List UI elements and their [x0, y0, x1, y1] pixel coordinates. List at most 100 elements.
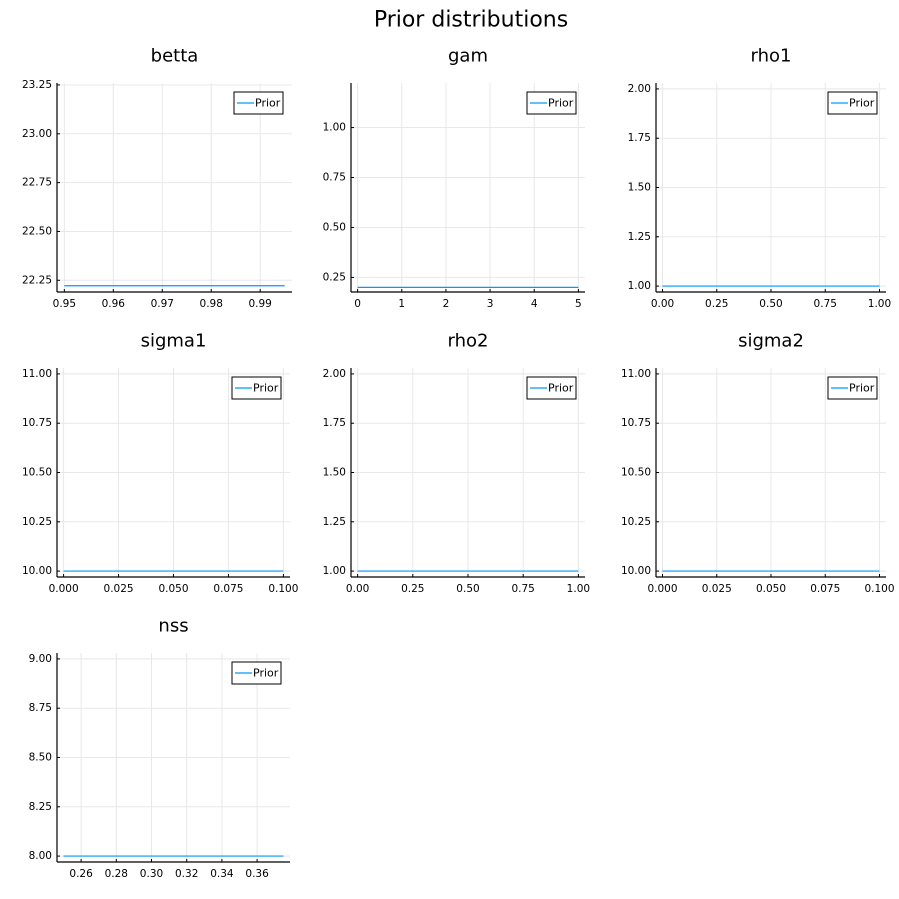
subplot-title: sigma2 [738, 331, 804, 352]
y-tick-label: 23.00 [22, 128, 52, 140]
x-tick-label: 2 [443, 298, 450, 310]
y-tick-label: 1.00 [323, 565, 346, 577]
subplot-title: rho1 [751, 46, 792, 67]
legend: Prior [231, 661, 282, 685]
x-tick-label: 0.32 [175, 868, 198, 880]
x-tick-label: 0.99 [248, 298, 271, 310]
x-tick-label: 0.96 [102, 298, 126, 310]
x-tick-label: 0.075 [810, 583, 840, 595]
subplot-rho1: rho1 0.00 0.25 0.50 0.75 1.00 1.00 1.25 1.50 1.75… [628, 46, 892, 311]
y-tick-label: 10.75 [22, 417, 52, 429]
x-tick-label: 0.025 [104, 583, 134, 595]
y-tick-label: 0.75 [323, 172, 346, 184]
y-tick-label: 11.00 [621, 368, 651, 380]
subplot-title: nss [158, 616, 188, 637]
legend-box [233, 91, 284, 115]
y-tick-label: 1.00 [323, 122, 346, 134]
legend: Prior [827, 376, 878, 400]
subplot-rho2: rho2 0.00 0.25 0.50 0.75 1.00 1.00 1.25 1.50 1.75… [323, 331, 590, 596]
y-tick-label: 1.75 [323, 417, 346, 429]
y-tick-label: 0.50 [323, 221, 346, 233]
subplot-gam: gam 0 1 2 3 4 5 0.25 0.50 0.75 1.00 Prior [323, 46, 585, 310]
x-tick-label: 0.98 [200, 298, 223, 310]
legend-box [526, 91, 577, 115]
y-tick-label: 23.25 [22, 79, 52, 91]
x-tick-label: 0.000 [647, 583, 677, 595]
legend-box [526, 376, 577, 400]
y-tick-label: 22.25 [22, 274, 52, 286]
legend: Prior [233, 91, 284, 115]
x-tick-label: 0.50 [759, 298, 782, 310]
x-tick-label: 0.100 [268, 583, 298, 595]
x-tick-label: 0 [354, 298, 361, 310]
y-tick-label: 0.25 [323, 271, 346, 283]
subplot-sigma2: sigma2 0.000 0.025 0.050 0.075 0.100 10.00 10.2… [621, 331, 895, 596]
y-tick-label: 22.75 [22, 177, 52, 189]
y-tick-label: 1.50 [628, 182, 651, 194]
y-tick-label: 10.25 [621, 516, 651, 528]
y-tick-label: 8.25 [29, 801, 52, 813]
x-tick-label: 0.30 [140, 868, 163, 880]
legend-label: Prior [253, 667, 279, 680]
x-tick-label: 0.25 [705, 298, 728, 310]
x-tick-label: 0.50 [456, 583, 479, 595]
subplot-title: betta [151, 46, 199, 67]
y-tick-label: 11.00 [22, 368, 52, 380]
x-tick-label: 0.97 [151, 298, 174, 310]
x-tick-label: 1.00 [567, 583, 590, 595]
y-tick-label: 8.75 [29, 702, 52, 714]
legend-label: Prior [849, 97, 875, 110]
subplot-sigma1: sigma1 0.000 0.025 0.050 0.075 0.100 10.00 10.2… [22, 331, 298, 596]
x-tick-label: 0.26 [69, 868, 93, 880]
legend-box [827, 376, 878, 400]
x-tick-label: 0.025 [702, 583, 732, 595]
x-tick-label: 0.28 [105, 868, 128, 880]
legend: Prior [231, 376, 282, 400]
y-tick-label: 1.75 [628, 132, 651, 144]
legend-label: Prior [253, 382, 279, 395]
x-tick-label: 0.050 [756, 583, 786, 595]
x-tick-label: 0.050 [158, 583, 188, 595]
x-tick-label: 0.34 [210, 868, 234, 880]
y-tick-label: 1.50 [323, 467, 346, 479]
x-tick-label: 0.00 [346, 583, 369, 595]
y-tick-label: 9.00 [29, 653, 52, 665]
x-tick-label: 0.25 [401, 583, 424, 595]
y-tick-label: 8.00 [29, 850, 52, 862]
x-tick-label: 0.36 [245, 868, 269, 880]
y-tick-label: 10.50 [22, 467, 52, 479]
y-tick-label: 2.00 [628, 83, 651, 95]
figure-title: Prior distributions [374, 8, 568, 33]
y-tick-label: 22.50 [22, 225, 52, 237]
x-tick-label: 5 [575, 298, 582, 310]
subplot-title: sigma1 [141, 331, 207, 352]
subplot-title: gam [448, 46, 488, 67]
y-tick-label: 10.50 [621, 467, 651, 479]
legend-label: Prior [255, 97, 281, 110]
legend: Prior [827, 91, 878, 115]
y-tick-label: 10.00 [621, 565, 651, 577]
subplot-nss: nss 0.26 0.28 0.30 0.32 0.34 0.36 8.00 8.25 8.50 8… [29, 616, 290, 880]
y-tick-label: 2.00 [323, 368, 346, 380]
y-tick-label: 10.25 [22, 516, 52, 528]
legend: Prior [526, 376, 577, 400]
legend-label: Prior [548, 97, 574, 110]
y-tick-label: 8.50 [29, 752, 52, 764]
x-tick-label: 0.000 [49, 583, 79, 595]
x-tick-label: 0.95 [53, 298, 76, 310]
y-tick-label: 1.25 [323, 516, 346, 528]
x-tick-label: 0.75 [511, 583, 534, 595]
subplot-betta: betta 0.95 0.96 0.97 0.98 0.99 22.25 22.50 22.75… [22, 46, 292, 310]
subplot-title: rho2 [448, 331, 489, 352]
x-tick-label: 1.00 [868, 298, 891, 310]
legend-label: Prior [548, 382, 574, 395]
legend-box [231, 661, 282, 685]
x-tick-label: 1 [398, 298, 405, 310]
y-tick-label: 1.25 [628, 231, 651, 243]
x-tick-label: 0.00 [651, 298, 674, 310]
legend-box [827, 91, 878, 115]
x-tick-label: 3 [487, 298, 494, 310]
legend-label: Prior [849, 382, 875, 395]
y-tick-label: 1.00 [628, 280, 651, 292]
